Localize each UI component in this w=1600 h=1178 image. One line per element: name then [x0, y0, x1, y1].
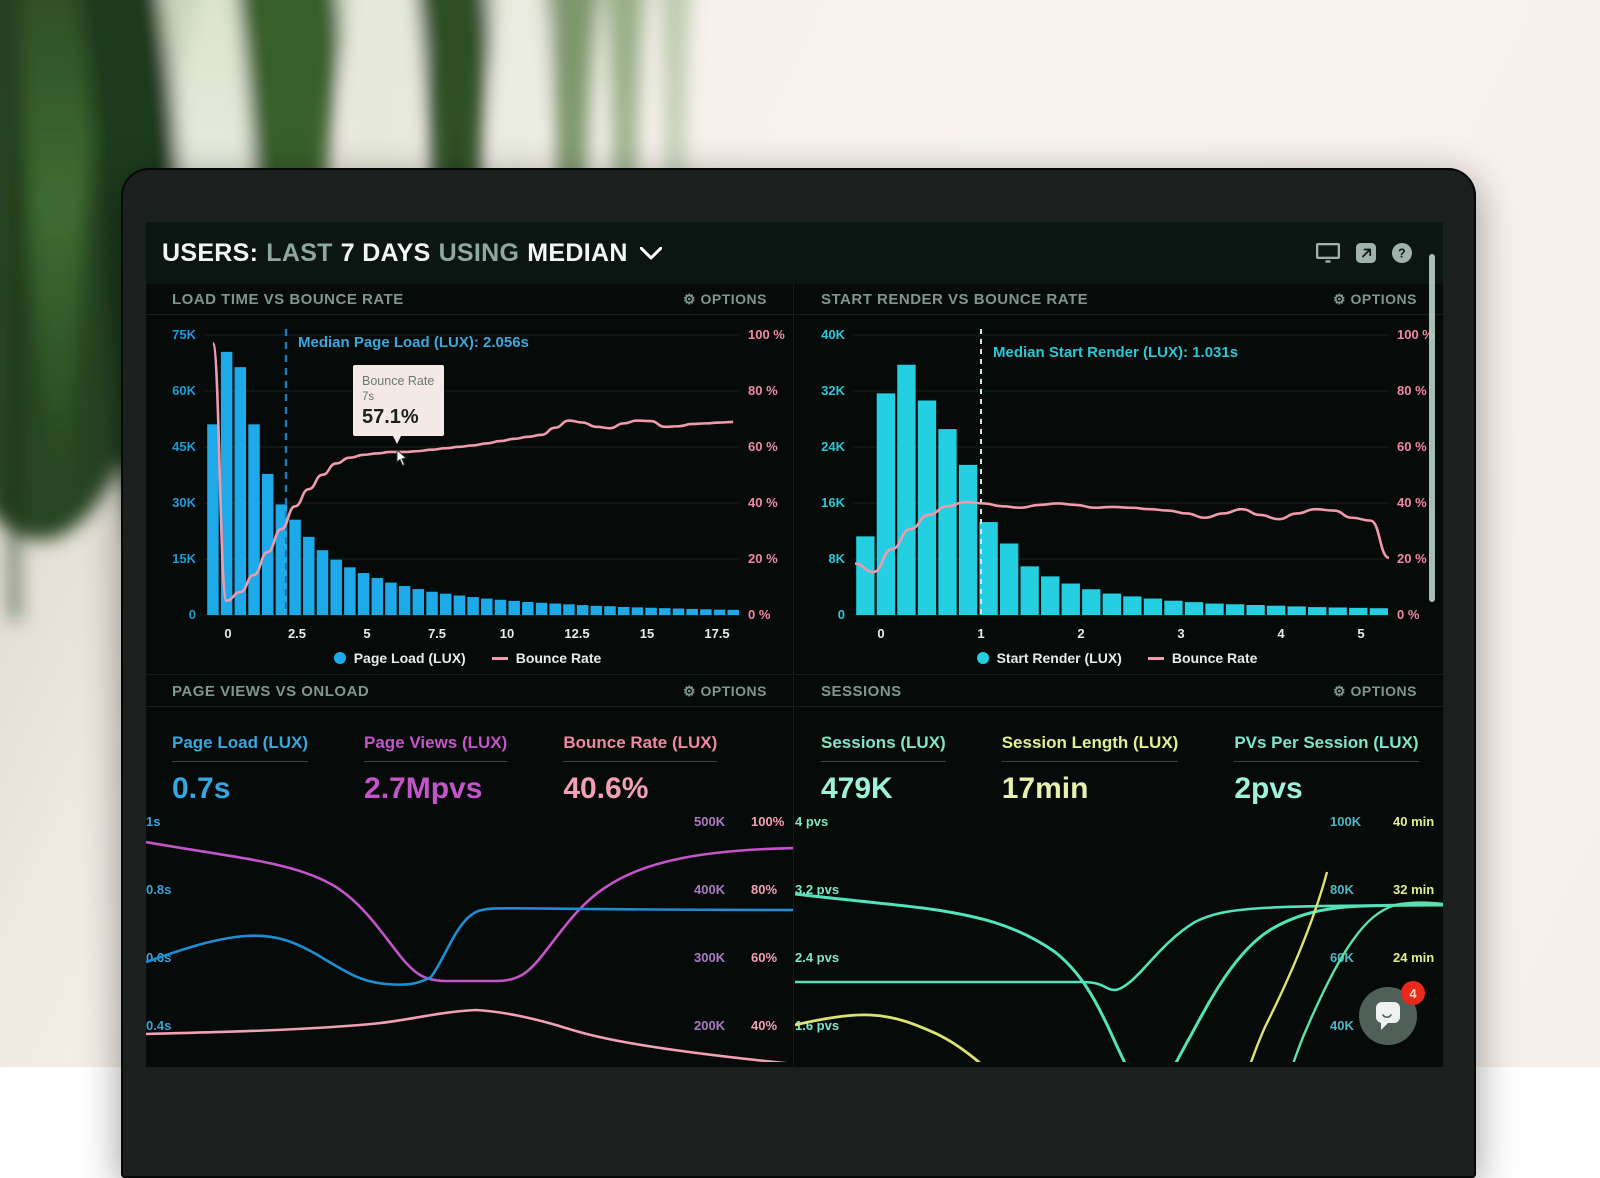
- svg-text:57.1%: 57.1%: [362, 406, 419, 428]
- svg-text:15: 15: [640, 626, 654, 641]
- svg-text:20 %: 20 %: [748, 551, 778, 566]
- svg-text:3: 3: [1177, 626, 1184, 641]
- svg-text:32 min: 32 min: [1393, 882, 1434, 897]
- svg-text:60 %: 60 %: [1397, 439, 1427, 454]
- svg-text:40 min: 40 min: [1393, 814, 1434, 829]
- svg-text:0: 0: [877, 626, 884, 641]
- svg-text:24 min: 24 min: [1393, 950, 1434, 965]
- svg-text:2.4 pvs: 2.4 pvs: [795, 950, 839, 965]
- svg-text:40K: 40K: [821, 327, 845, 342]
- svg-text:1s: 1s: [146, 814, 160, 829]
- svg-text:80 %: 80 %: [1397, 383, 1427, 398]
- svg-text:0: 0: [838, 607, 845, 622]
- svg-text:40%: 40%: [751, 1018, 777, 1033]
- svg-text:Median Page Load (LUX): 2.056s: Median Page Load (LUX): 2.056s: [298, 334, 529, 351]
- svg-text:80%: 80%: [751, 882, 777, 897]
- svg-text:60%: 60%: [751, 950, 777, 965]
- svg-text:40K: 40K: [1330, 1018, 1354, 1033]
- svg-text:400K: 400K: [694, 882, 726, 897]
- svg-text:12.5: 12.5: [564, 626, 589, 641]
- svg-text:60K: 60K: [172, 383, 196, 398]
- svg-text:80K: 80K: [1330, 882, 1354, 897]
- svg-text:1: 1: [977, 626, 984, 641]
- svg-text:40 %: 40 %: [1397, 495, 1427, 510]
- svg-text:100 %: 100 %: [748, 327, 785, 342]
- svg-text:75K: 75K: [172, 327, 196, 342]
- svg-text:?: ?: [1398, 247, 1406, 261]
- svg-text:2.5: 2.5: [288, 626, 306, 641]
- svg-text:30K: 30K: [172, 495, 196, 510]
- svg-text:24K: 24K: [821, 439, 845, 454]
- svg-text:32K: 32K: [821, 383, 845, 398]
- svg-text:7s: 7s: [362, 391, 374, 403]
- svg-text:0: 0: [224, 626, 231, 641]
- svg-text:4: 4: [1277, 626, 1285, 641]
- svg-text:0: 0: [189, 607, 196, 622]
- svg-text:200K: 200K: [694, 1018, 726, 1033]
- svg-text:0 %: 0 %: [748, 607, 771, 622]
- svg-text:0.8s: 0.8s: [146, 882, 171, 897]
- svg-text:80 %: 80 %: [748, 383, 778, 398]
- svg-text:5: 5: [1357, 626, 1364, 641]
- svg-text:5: 5: [363, 626, 370, 641]
- svg-text:4 pvs: 4 pvs: [795, 814, 828, 829]
- svg-text:60 %: 60 %: [748, 439, 778, 454]
- svg-text:500K: 500K: [694, 814, 726, 829]
- svg-text:Median Start Render (LUX): 1.0: Median Start Render (LUX): 1.031s: [993, 344, 1238, 361]
- svg-text:Bounce Rate: Bounce Rate: [362, 374, 434, 388]
- svg-text:45K: 45K: [172, 439, 196, 454]
- svg-text:2: 2: [1077, 626, 1084, 641]
- svg-text:100%: 100%: [751, 814, 785, 829]
- svg-text:17.5: 17.5: [704, 626, 729, 641]
- svg-text:0 %: 0 %: [1397, 607, 1420, 622]
- svg-text:8K: 8K: [828, 551, 845, 566]
- svg-text:300K: 300K: [694, 950, 726, 965]
- svg-text:40 %: 40 %: [748, 495, 778, 510]
- svg-text:7.5: 7.5: [428, 626, 446, 641]
- svg-text:15K: 15K: [172, 551, 196, 566]
- svg-text:10: 10: [500, 626, 514, 641]
- svg-text:0.4s: 0.4s: [146, 1018, 171, 1033]
- svg-text:20 %: 20 %: [1397, 551, 1427, 566]
- svg-text:16K: 16K: [821, 495, 845, 510]
- svg-text:100K: 100K: [1330, 814, 1362, 829]
